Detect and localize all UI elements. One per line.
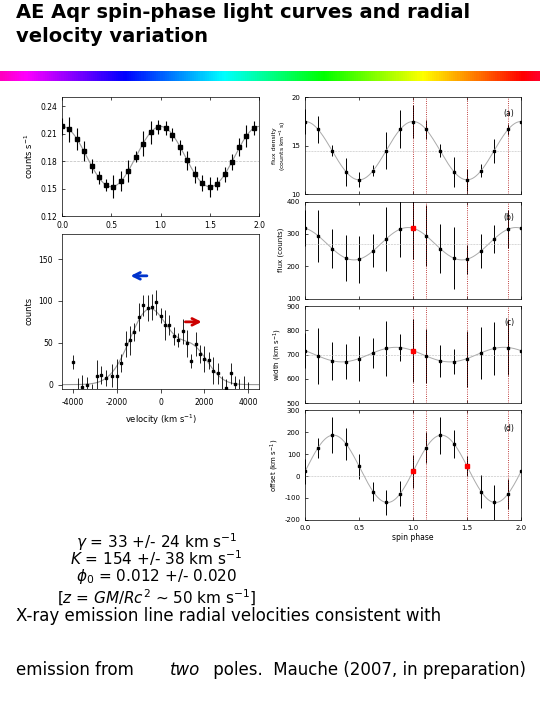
- Text: poles.  Mauche (2007, in preparation): poles. Mauche (2007, in preparation): [208, 661, 526, 678]
- Text: X-ray emission line radial velocities consistent with: X-ray emission line radial velocities co…: [16, 607, 441, 625]
- Text: $\gamma$ = 33 +/- 24 km s$^{-1}$: $\gamma$ = 33 +/- 24 km s$^{-1}$: [76, 531, 238, 553]
- Y-axis label: offset (km s$^{-1}$): offset (km s$^{-1}$): [269, 438, 281, 492]
- Y-axis label: counts s$^{-1}$: counts s$^{-1}$: [22, 134, 35, 179]
- X-axis label: spin phase: spin phase: [393, 534, 434, 542]
- Text: (d): (d): [504, 423, 515, 433]
- Text: (c): (c): [504, 318, 515, 327]
- X-axis label: spin phase: spin phase: [138, 235, 184, 244]
- X-axis label: velocity (km s$^{-1}$): velocity (km s$^{-1}$): [125, 413, 197, 427]
- Text: AE Aqr spin-phase light curves and radial
velocity variation: AE Aqr spin-phase light curves and radia…: [16, 4, 470, 46]
- Text: (b): (b): [504, 213, 515, 222]
- Text: $K$ = 154 +/- 38 km s$^{-1}$: $K$ = 154 +/- 38 km s$^{-1}$: [71, 549, 242, 568]
- Y-axis label: width (km s$^{-1}$): width (km s$^{-1}$): [272, 328, 284, 381]
- Text: $\phi_0$ = 0.012 +/- 0.020: $\phi_0$ = 0.012 +/- 0.020: [76, 567, 237, 586]
- Text: (a): (a): [504, 109, 515, 118]
- Y-axis label: counts: counts: [24, 297, 33, 325]
- Text: [$z$ = $GM/Rc^2$ ~ 50 km s$^{-1}$]: [$z$ = $GM/Rc^2$ ~ 50 km s$^{-1}$]: [57, 588, 256, 608]
- Y-axis label: flux (counts): flux (counts): [278, 228, 284, 272]
- Text: emission from: emission from: [16, 661, 139, 678]
- Y-axis label: flux density
(counts km$^{-1}$ s): flux density (counts km$^{-1}$ s): [272, 120, 288, 171]
- Text: two: two: [170, 661, 200, 678]
